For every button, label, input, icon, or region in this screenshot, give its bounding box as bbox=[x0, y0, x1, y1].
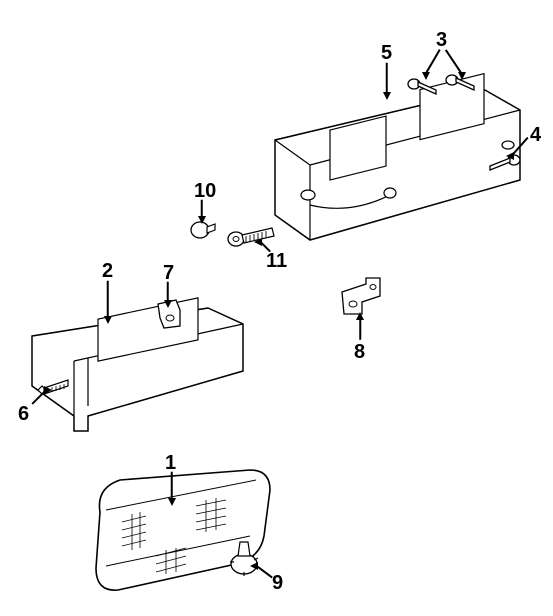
leader-line bbox=[107, 281, 109, 318]
callout-7: 7 bbox=[163, 263, 174, 283]
callout-4: 4 bbox=[530, 125, 541, 145]
leader-arrowhead bbox=[198, 216, 206, 224]
callout-1: 1 bbox=[165, 453, 176, 473]
leader-arrowhead bbox=[168, 498, 176, 506]
leader-line bbox=[171, 472, 173, 500]
callout-9: 9 bbox=[272, 573, 283, 593]
headlamp-mount-panel bbox=[28, 306, 258, 436]
leader-line bbox=[386, 63, 388, 94]
leader-arrowhead bbox=[254, 238, 262, 246]
leader-arrowhead bbox=[383, 92, 391, 100]
callout-8: 8 bbox=[354, 342, 365, 362]
leader-arrowhead bbox=[422, 72, 430, 80]
leader-line bbox=[167, 282, 169, 302]
diagram-canvas: 1 2 3 4 5 6 7 8 9 10 11 bbox=[0, 0, 553, 616]
callout-3: 3 bbox=[436, 30, 447, 50]
bolt-side bbox=[486, 150, 522, 174]
leader-arrowhead bbox=[506, 152, 514, 160]
leader-arrowhead bbox=[250, 562, 258, 570]
leader-arrowhead bbox=[356, 312, 364, 320]
leader-arrowhead bbox=[164, 300, 172, 308]
leader-line bbox=[359, 318, 361, 340]
leader-line bbox=[445, 50, 462, 75]
leader-line bbox=[425, 50, 440, 75]
callout-2: 2 bbox=[102, 261, 113, 281]
bulb-socket bbox=[226, 538, 264, 578]
callout-6: 6 bbox=[18, 404, 29, 424]
leader-arrowhead bbox=[458, 72, 466, 80]
leader-arrowhead bbox=[104, 316, 112, 324]
leader-arrowhead bbox=[44, 386, 52, 394]
callout-5: 5 bbox=[381, 43, 392, 63]
callout-11: 11 bbox=[266, 251, 287, 271]
callout-10: 10 bbox=[194, 181, 216, 201]
bolt-pair bbox=[406, 72, 480, 104]
